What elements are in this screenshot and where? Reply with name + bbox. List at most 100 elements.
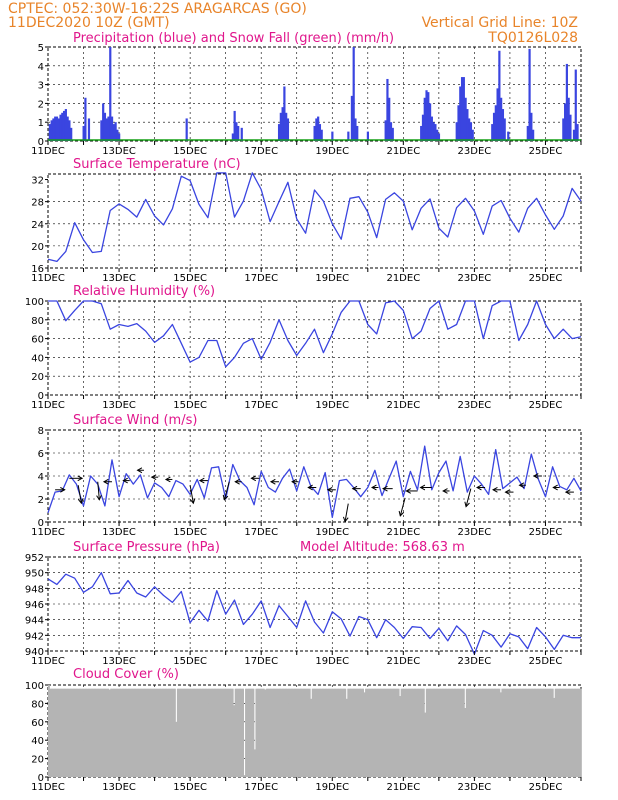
cloud-bar bbox=[147, 688, 150, 777]
cloud-bar bbox=[479, 688, 482, 777]
wind-arrow bbox=[189, 485, 196, 505]
cloud-bar bbox=[206, 688, 209, 777]
cloud-bar bbox=[402, 688, 405, 777]
cloud-bar bbox=[409, 688, 412, 777]
cloud-bar bbox=[191, 688, 194, 777]
x-tick-label: 17DEC bbox=[244, 656, 278, 667]
x-tick-label: 19DEC bbox=[315, 527, 349, 538]
precip-bar bbox=[468, 118, 471, 141]
precip-bar bbox=[471, 129, 474, 141]
rh-title: Relative Humidity (%) bbox=[73, 284, 215, 299]
wind-arrow bbox=[351, 485, 361, 492]
precip-bar bbox=[432, 122, 435, 141]
cloud-bar bbox=[387, 688, 390, 777]
y-tick-label: 100 bbox=[25, 297, 44, 308]
precip-bar bbox=[469, 122, 473, 141]
cloud-bar bbox=[356, 688, 359, 777]
x-tick-label: 15DEC bbox=[173, 527, 207, 538]
cloud-bar bbox=[314, 688, 317, 777]
cloud-bar bbox=[531, 688, 533, 777]
cloud-bar bbox=[194, 688, 197, 777]
x-tick-label: 23DEC bbox=[458, 400, 492, 411]
x-tick-label: 21DEC bbox=[386, 527, 420, 538]
panel-cloud: 0 20 40 60 80 100 11DEC 13DEC 15DEC 17DEC 19DEC 21D… bbox=[25, 667, 582, 793]
precip-bar bbox=[565, 63, 568, 141]
cloud-bar bbox=[553, 697, 556, 777]
cloud-bar bbox=[511, 688, 514, 777]
cloud-bar bbox=[365, 688, 367, 777]
cloud-bar bbox=[110, 688, 113, 777]
cloud-bar bbox=[173, 688, 176, 777]
x-tick-label: 23DEC bbox=[458, 782, 492, 793]
cloud-bar bbox=[510, 688, 513, 777]
cloud-bar bbox=[345, 698, 348, 777]
wind-series-line bbox=[47, 445, 582, 519]
cloud-bar bbox=[571, 688, 573, 777]
wind-arrow bbox=[326, 486, 336, 493]
model-altitude: Model Altitude: 568.63 m bbox=[300, 540, 465, 555]
cloud-bar bbox=[135, 688, 138, 777]
cloud-bar bbox=[412, 688, 415, 777]
cloud-bar bbox=[80, 688, 83, 777]
cloud-bar bbox=[448, 688, 450, 777]
x-tick-label: 17DEC bbox=[244, 782, 278, 793]
x-tick-label: 15DEC bbox=[173, 400, 207, 411]
y-tick-label: 80 bbox=[31, 316, 44, 327]
cloud-bar bbox=[378, 688, 381, 777]
wind-arrow bbox=[222, 481, 230, 501]
cloud-bar bbox=[369, 688, 372, 777]
x-tick-label: 25DEC bbox=[529, 656, 563, 667]
cloud-bar bbox=[256, 688, 259, 777]
precip-bar bbox=[313, 125, 316, 141]
cloud-bar bbox=[514, 688, 517, 777]
cloud-bar bbox=[203, 688, 206, 777]
cloud-bar bbox=[413, 688, 416, 777]
cloud-bar bbox=[264, 689, 267, 777]
cloud-bar bbox=[486, 688, 489, 777]
cloud-bar bbox=[283, 688, 286, 777]
wind-arrow bbox=[164, 476, 173, 483]
x-tick-label: 25DEC bbox=[529, 527, 563, 538]
temp-title: Surface Temperature (nC) bbox=[73, 157, 241, 172]
y-tick-label: 40 bbox=[31, 353, 44, 364]
cloud-bar bbox=[467, 688, 470, 777]
cloud-bar bbox=[556, 688, 559, 777]
cloud-bar bbox=[200, 688, 203, 777]
cloud-bar bbox=[560, 688, 563, 777]
cloud-bar bbox=[368, 688, 370, 777]
cloud-bar bbox=[379, 688, 382, 777]
cloud-bar bbox=[136, 688, 139, 777]
cloud-bar bbox=[49, 688, 52, 777]
panel-pressure: 940 942 944 946 948 950 952 11DEC 13DEC 15DEC 17DE… bbox=[25, 540, 582, 667]
x-tick-label: 11DEC bbox=[31, 146, 65, 157]
cloud-bar bbox=[268, 688, 271, 777]
cloud-bar bbox=[71, 688, 74, 777]
cloud-bar bbox=[139, 688, 142, 777]
cloud-bar bbox=[371, 688, 373, 777]
cloud-bar bbox=[523, 688, 526, 777]
cloud-bar bbox=[130, 688, 133, 777]
precip-bar bbox=[576, 124, 579, 141]
y-tick-label: 0 bbox=[38, 137, 44, 148]
cloud-bar bbox=[288, 688, 290, 777]
cloud-bar bbox=[160, 688, 163, 777]
wind-arrow bbox=[564, 489, 574, 495]
cloud-bar bbox=[357, 688, 360, 777]
cloud-bar bbox=[298, 688, 301, 777]
cloud-bar bbox=[117, 688, 120, 777]
cloud-bar bbox=[338, 688, 341, 777]
precip-bar bbox=[569, 114, 572, 141]
wind-arrow bbox=[504, 489, 514, 495]
precip-bar bbox=[50, 120, 53, 141]
cloud-bar bbox=[279, 688, 282, 777]
cloud-bar bbox=[317, 688, 320, 777]
cloud-bar bbox=[111, 688, 114, 777]
cloud-bar bbox=[95, 688, 98, 777]
y-tick-label: 950 bbox=[25, 569, 44, 580]
precip-bar bbox=[70, 127, 73, 141]
cloud-bar bbox=[329, 688, 332, 777]
y-tick-label: 16 bbox=[31, 264, 44, 275]
cloud-bar bbox=[526, 688, 529, 777]
cloud-bar bbox=[548, 688, 551, 777]
precip-bar bbox=[491, 124, 494, 141]
